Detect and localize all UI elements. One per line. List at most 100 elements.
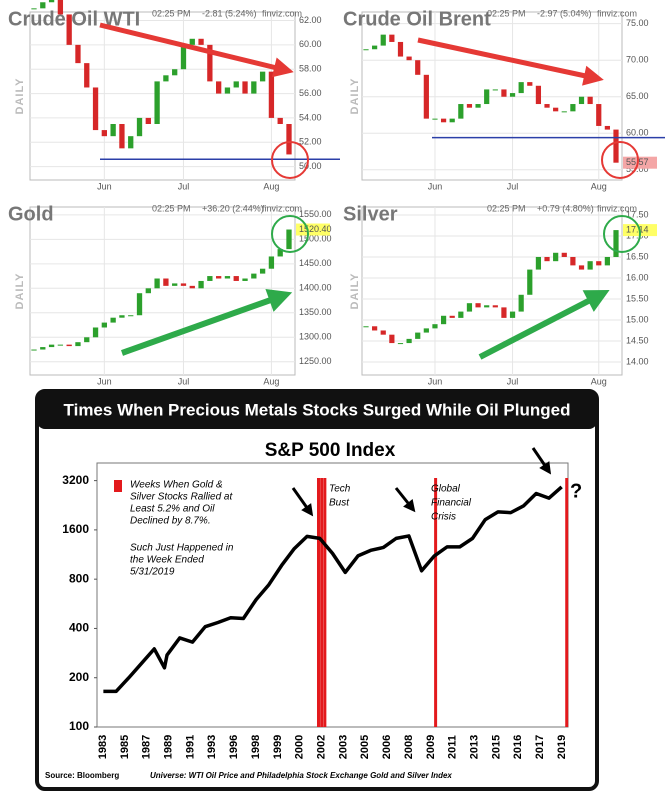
- x-tick-label: 1999: [272, 735, 284, 759]
- candle: [286, 229, 292, 250]
- candle: [415, 332, 421, 339]
- change: -2.97 (5.04%): [537, 8, 592, 18]
- y-tick-label: 62.00: [299, 15, 322, 25]
- candle: [233, 81, 239, 88]
- candle: [216, 276, 222, 279]
- x-tick-label: Aug: [591, 181, 607, 191]
- candle: [466, 104, 473, 108]
- annotation: Tech: [329, 484, 351, 495]
- y-tick-label: 58.00: [299, 64, 322, 74]
- x-tick-label: 1987: [141, 735, 153, 759]
- candle: [277, 117, 283, 124]
- candle: [268, 71, 275, 118]
- candle: [397, 343, 404, 345]
- candle: [553, 107, 559, 112]
- x-tick-label: 2011: [447, 735, 459, 759]
- candle: [57, 344, 64, 346]
- y-tick-label: 70.00: [626, 55, 649, 65]
- chart-subtitle: S&P 500 Index: [265, 440, 396, 461]
- y-tick-label: 3200: [62, 473, 89, 487]
- candle: [48, 344, 55, 348]
- highlight-circle: [601, 141, 639, 179]
- x-tick-label: 2005: [359, 735, 371, 759]
- y-tick-label: 1250.00: [299, 356, 332, 366]
- x-tick-label: 2006: [381, 735, 393, 759]
- candle: [163, 278, 169, 286]
- y-tick-label: 16.00: [626, 272, 649, 282]
- candle: [570, 104, 576, 112]
- candle: [596, 261, 602, 266]
- sp500-line: [103, 485, 563, 694]
- x-tick-label: 2002: [315, 735, 327, 759]
- candle: [251, 81, 257, 94]
- y-tick-label: 15.00: [626, 314, 649, 324]
- arrow: [478, 292, 602, 360]
- x-tick-label: 1993: [206, 735, 218, 759]
- candle: [172, 283, 178, 286]
- arrow-head: [271, 57, 294, 78]
- arrow: [417, 37, 596, 81]
- candle: [423, 328, 429, 333]
- legend-text: Least 5.2% and Oil: [130, 504, 215, 515]
- x-tick-label: 1983: [97, 735, 109, 759]
- time: 02:25 PM: [487, 203, 526, 213]
- candle: [372, 326, 378, 331]
- candle: [518, 82, 524, 94]
- header-band: [37, 391, 597, 429]
- candle: [224, 276, 231, 279]
- annotation: Global: [431, 484, 461, 495]
- candle: [613, 230, 619, 257]
- y-tick-label: 800: [69, 571, 89, 585]
- candle: [216, 81, 222, 94]
- candle: [604, 256, 610, 266]
- candle: [189, 285, 195, 289]
- candle: [449, 315, 455, 318]
- x-tick-label: 1991: [184, 735, 196, 759]
- y-tick-label: 65.00: [626, 91, 649, 101]
- y-tick-label: 14.50: [626, 335, 649, 345]
- candle: [406, 338, 412, 344]
- candle: [380, 330, 386, 335]
- candle: [198, 38, 204, 45]
- candle: [110, 317, 116, 323]
- candle: [242, 278, 248, 281]
- change: +0.79 (4.80%): [537, 203, 594, 213]
- highlight-circle: [603, 215, 641, 253]
- arrow-head: [582, 290, 610, 312]
- x-tick-label: Jul: [507, 181, 519, 191]
- candle: [251, 273, 257, 279]
- time: 02:25 PM: [487, 8, 526, 18]
- y-tick-label: 1500.00: [299, 234, 332, 244]
- legend-swatch: [114, 480, 122, 492]
- y-tick-label: 200: [69, 670, 89, 684]
- axis-label: DAILY: [14, 78, 26, 115]
- x-tick-label: 2019: [556, 735, 568, 759]
- candle: [66, 344, 72, 347]
- y-tick-label: 56.00: [299, 88, 322, 98]
- arrow-head: [539, 461, 552, 475]
- x-tick-label: Jun: [97, 181, 112, 191]
- candle: [207, 276, 213, 281]
- candle: [501, 89, 507, 97]
- time: 02:25 PM: [152, 8, 191, 18]
- price-box: [296, 223, 330, 236]
- candle: [277, 249, 283, 257]
- arrow-head: [403, 499, 416, 513]
- candle: [432, 118, 438, 120]
- y-tick-label: 400: [69, 621, 89, 635]
- candle: [259, 268, 266, 274]
- legend-text: Declined by 8.7%.: [130, 516, 211, 527]
- x-tick-label: 1985: [119, 735, 131, 759]
- arrow-head: [582, 65, 604, 86]
- candle: [518, 294, 524, 312]
- chart-title: Times When Precious Metals Stocks Surged…: [64, 400, 571, 419]
- x-tick-label: 2000: [294, 735, 306, 759]
- y-tick-label: 50.00: [299, 161, 322, 171]
- x-tick-label: Jul: [178, 376, 190, 386]
- candle: [440, 315, 447, 325]
- legend-text: Such Just Happened in: [130, 543, 234, 554]
- candle: [145, 117, 151, 124]
- y-tick-label: 54.00: [299, 112, 322, 122]
- candle: [40, 2, 46, 9]
- plot-area: [29, 206, 296, 376]
